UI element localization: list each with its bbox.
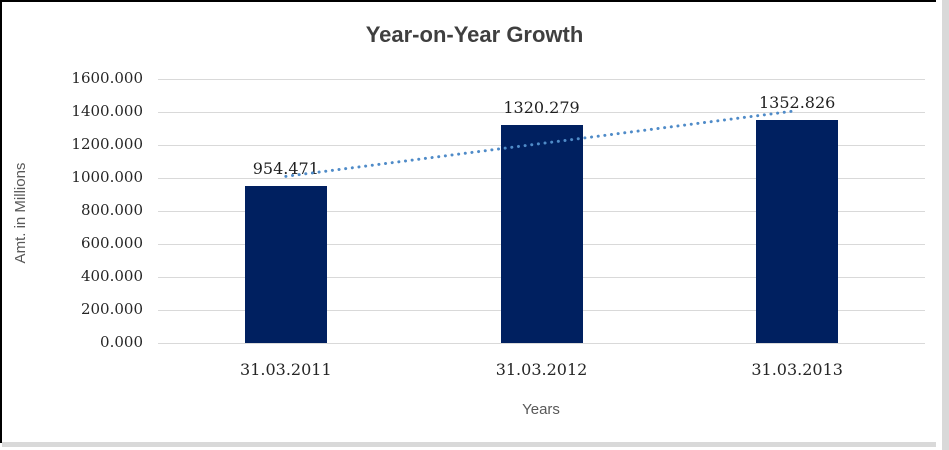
bar-31.03.2011 [244, 185, 327, 343]
data-label: 954.471 [252, 158, 319, 178]
y-tick-label: 1200.000 [71, 135, 143, 153]
y-tick-label: 600.000 [80, 234, 143, 252]
bar-31.03.2013 [756, 119, 839, 343]
plot-area: 954.471 1320.279 1352.826 [158, 78, 925, 344]
y-tick-label: 1600.000 [71, 69, 143, 87]
x-tick-label: 31.03.2013 [751, 360, 843, 379]
x-tick-label: 31.03.2011 [240, 360, 332, 379]
y-tick-label: 1400.000 [71, 102, 143, 120]
data-label: 1352.826 [758, 92, 836, 112]
trendline [284, 109, 799, 178]
page-edge-right [942, 0, 949, 450]
chart-border-top [0, 0, 936, 2]
gridline [158, 111, 925, 113]
y-tick-label: 200.000 [80, 300, 143, 318]
x-tick-label: 31.03.2012 [495, 360, 588, 379]
y-tick-label: 1000.000 [71, 168, 143, 186]
chart-title: Year-on-Year Growth [365, 22, 584, 47]
gridline [158, 342, 925, 344]
y-tick-label: 0.000 [100, 333, 143, 351]
y-tick-label: 800.000 [80, 201, 143, 219]
gridline [158, 78, 925, 80]
page-edge-bottom [2, 442, 936, 447]
x-axis-title: Years [522, 401, 560, 418]
y-tick-label: 400.000 [80, 267, 143, 285]
chart-border-left [0, 0, 2, 443]
bar-31.03.2012 [500, 125, 583, 343]
data-label: 1320.279 [503, 98, 580, 118]
